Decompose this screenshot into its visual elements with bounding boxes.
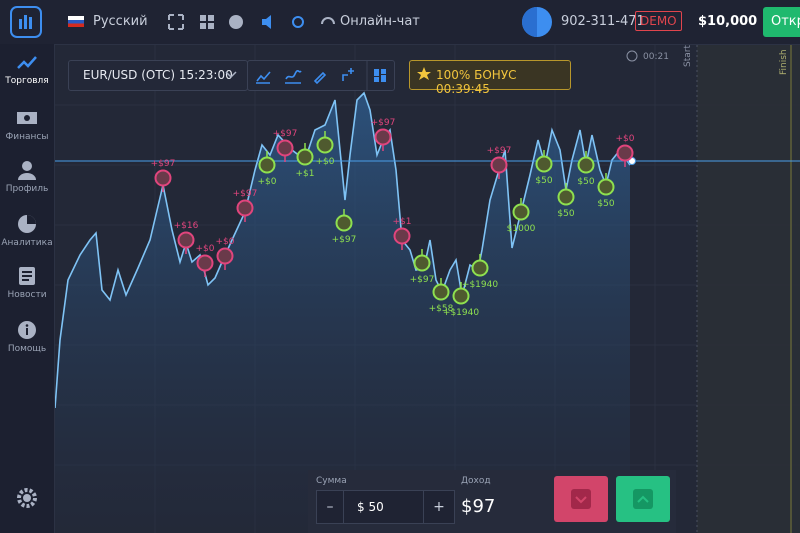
amount-label: Сумма [316, 476, 347, 486]
marker-label: +$97 [151, 159, 176, 169]
amount-field: – $ 50 + [316, 490, 455, 524]
nav-label: Помощь [7, 344, 47, 354]
timer: 00:21 [643, 52, 669, 62]
trade-marker [216, 247, 234, 265]
trade-marker [557, 188, 575, 206]
marker-label: +$0 [258, 177, 277, 187]
nav-label: Торговля [5, 76, 49, 86]
finish-zone [697, 45, 800, 533]
marker-label: +$0 [316, 157, 335, 167]
trade-marker [335, 214, 353, 232]
asset-name: EUR/USD (OTC) 15:23:00 [83, 68, 233, 82]
sidebar: Торговля Финансы Профиль Аналитика Новос… [0, 44, 55, 533]
nav-item[interactable]: Аналитика [0, 214, 54, 248]
chart-tools [247, 60, 395, 91]
minus-button[interactable]: – [317, 491, 344, 523]
marker-label: +$97 [371, 118, 396, 128]
plus-button[interactable]: + [423, 491, 454, 523]
trade-marker [316, 136, 334, 154]
marker-label: +$97 [332, 235, 357, 245]
marker-label: $50 [535, 176, 552, 186]
flag-icon [68, 16, 84, 27]
income-value: $97 [461, 496, 496, 517]
chat-link[interactable]: Онлайн-чат [340, 14, 420, 29]
marker-label: $50 [577, 177, 594, 187]
nav-item[interactable]: Новости [0, 266, 54, 300]
trade-marker [512, 203, 530, 221]
marker-label: +$97 [487, 146, 512, 156]
trade-panel: Сумма – $ 50 + Доход $97 [308, 470, 676, 533]
language[interactable]: Русский [93, 14, 148, 29]
trade-marker [296, 148, 314, 166]
nav-label: Профиль [5, 184, 49, 194]
trade-marker [577, 156, 595, 174]
bonus-text: 100% БОНУС 00:39:45 [436, 68, 517, 96]
marker-label: +$97 [410, 275, 435, 285]
trade-marker [374, 128, 392, 146]
trade-marker [535, 155, 553, 173]
marker-label: +$97 [273, 129, 298, 139]
finish-label: Finish [779, 49, 789, 75]
call-button[interactable] [616, 476, 670, 522]
nav-label: Финансы [5, 132, 49, 142]
open-button[interactable]: Откр [763, 7, 800, 37]
trade-marker [597, 178, 615, 196]
amount-input[interactable]: $ 50 [357, 500, 384, 514]
trade-marker [471, 259, 489, 277]
header-icons [168, 14, 335, 30]
timer-icon [626, 50, 638, 62]
bonus-badge[interactable]: 100% БОНУС 00:39:45 [409, 60, 571, 96]
marker-label: +$1940 [462, 280, 498, 290]
asset-selector[interactable]: EUR/USD (OTC) 15:23:00 [68, 60, 248, 91]
chart-area: Start Finish 00:21 +$97+$16+$0+$0+$97+$9… [55, 45, 800, 533]
price-area [55, 93, 630, 533]
marker-label: +$0 [616, 134, 635, 144]
nav-label: Аналитика [1, 238, 53, 248]
trade-marker [413, 254, 431, 272]
header: Русский Онлайн-чат 902-311-471 DEMO $10,… [0, 0, 800, 45]
trade-marker [452, 287, 470, 305]
balance: $10,000 [698, 14, 758, 29]
nav-item[interactable]: Профиль [0, 160, 54, 194]
marker-label: +$0 [216, 237, 235, 247]
trade-marker [154, 169, 172, 187]
avatar [522, 7, 552, 37]
marker-label: +$16 [174, 221, 199, 231]
marker-label: +$97 [233, 189, 258, 199]
logo [10, 6, 42, 38]
nav-item[interactable]: Финансы [0, 108, 54, 142]
nav-label: Новости [7, 290, 47, 300]
trade-markers: +$97+$16+$0+$0+$97+$97+$97+$1+$97+$0+$0+… [151, 118, 635, 318]
trade-marker [616, 144, 634, 162]
trade-marker [177, 231, 195, 249]
trade-marker [432, 283, 450, 301]
income-label: Доход [461, 476, 491, 486]
trade-marker [236, 199, 254, 217]
account-id: 902-311-471 [561, 14, 645, 29]
trade-marker [393, 227, 411, 245]
marker-label: $1000 [507, 224, 536, 234]
marker-label: +$0 [196, 244, 215, 254]
marker-label: +$1 [296, 169, 315, 179]
marker-label: +$1 [393, 217, 412, 227]
demo-badge[interactable]: DEMO [635, 11, 682, 31]
nav-item[interactable]: Торговля [0, 52, 54, 86]
trade-marker [490, 156, 508, 174]
marker-label: $50 [597, 199, 614, 209]
marker-label: +$58 [429, 304, 454, 314]
nav-item[interactable]: Помощь [0, 320, 54, 354]
trade-marker [276, 139, 294, 157]
settings-icon[interactable] [16, 487, 38, 509]
start-label: Start [683, 45, 693, 67]
marker-label: +$1940 [443, 308, 479, 318]
marker-label: $50 [557, 209, 574, 219]
trade-marker [258, 156, 276, 174]
put-button[interactable] [554, 476, 608, 522]
trade-marker [196, 254, 214, 272]
